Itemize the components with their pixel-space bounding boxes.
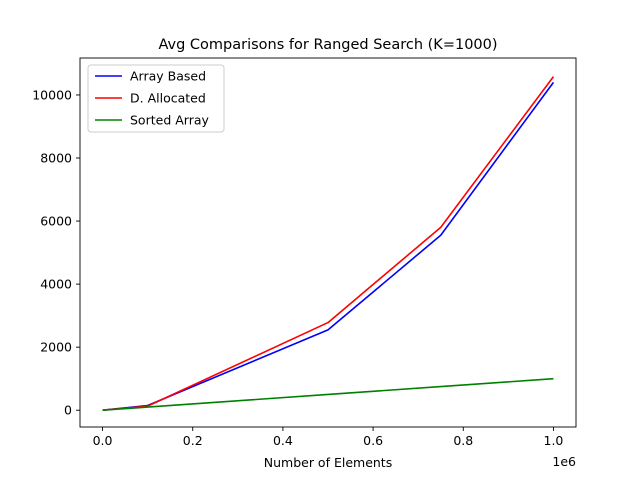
legend: Array Based D. Allocated Sorted Array (87, 64, 225, 133)
x-tick-label: 0.8 (453, 433, 473, 448)
y-tick-label: 8000 (40, 151, 72, 166)
plot-area (102, 76, 555, 412)
x-tick-label: 0.0 (93, 433, 113, 448)
x-tick-label: 0.4 (273, 433, 293, 448)
x-tick-label: 0.2 (183, 433, 203, 448)
x-axis-offset-label: 1e6 (552, 454, 576, 469)
chart-title: Avg Comparisons for Ranged Search (K=100… (158, 37, 497, 53)
x-axis-label: Number of Elements (264, 455, 392, 470)
axes-layer: 0.0 0.2 0.4 0.6 0.8 1.0 0 2000 4000 6000 8000 10000 (32, 57, 577, 448)
legend-label-3: Sorted Array (130, 113, 209, 128)
legend-label-2: D. Allocated (130, 91, 206, 106)
x-tick-label: 0.6 (363, 433, 383, 448)
y-tick-label: 10000 (32, 87, 72, 102)
y-tick-label: 4000 (40, 277, 72, 292)
x-tick-label: 1.0 (544, 433, 564, 448)
legend-box (87, 64, 225, 133)
series-line-3 (102, 377, 554, 412)
y-tick-label: 0 (64, 403, 72, 418)
axes-frame (79, 57, 577, 428)
legend-label-1: Array Based (130, 69, 206, 84)
y-tick-label: 2000 (40, 340, 72, 355)
y-tick-label: 6000 (40, 214, 72, 229)
